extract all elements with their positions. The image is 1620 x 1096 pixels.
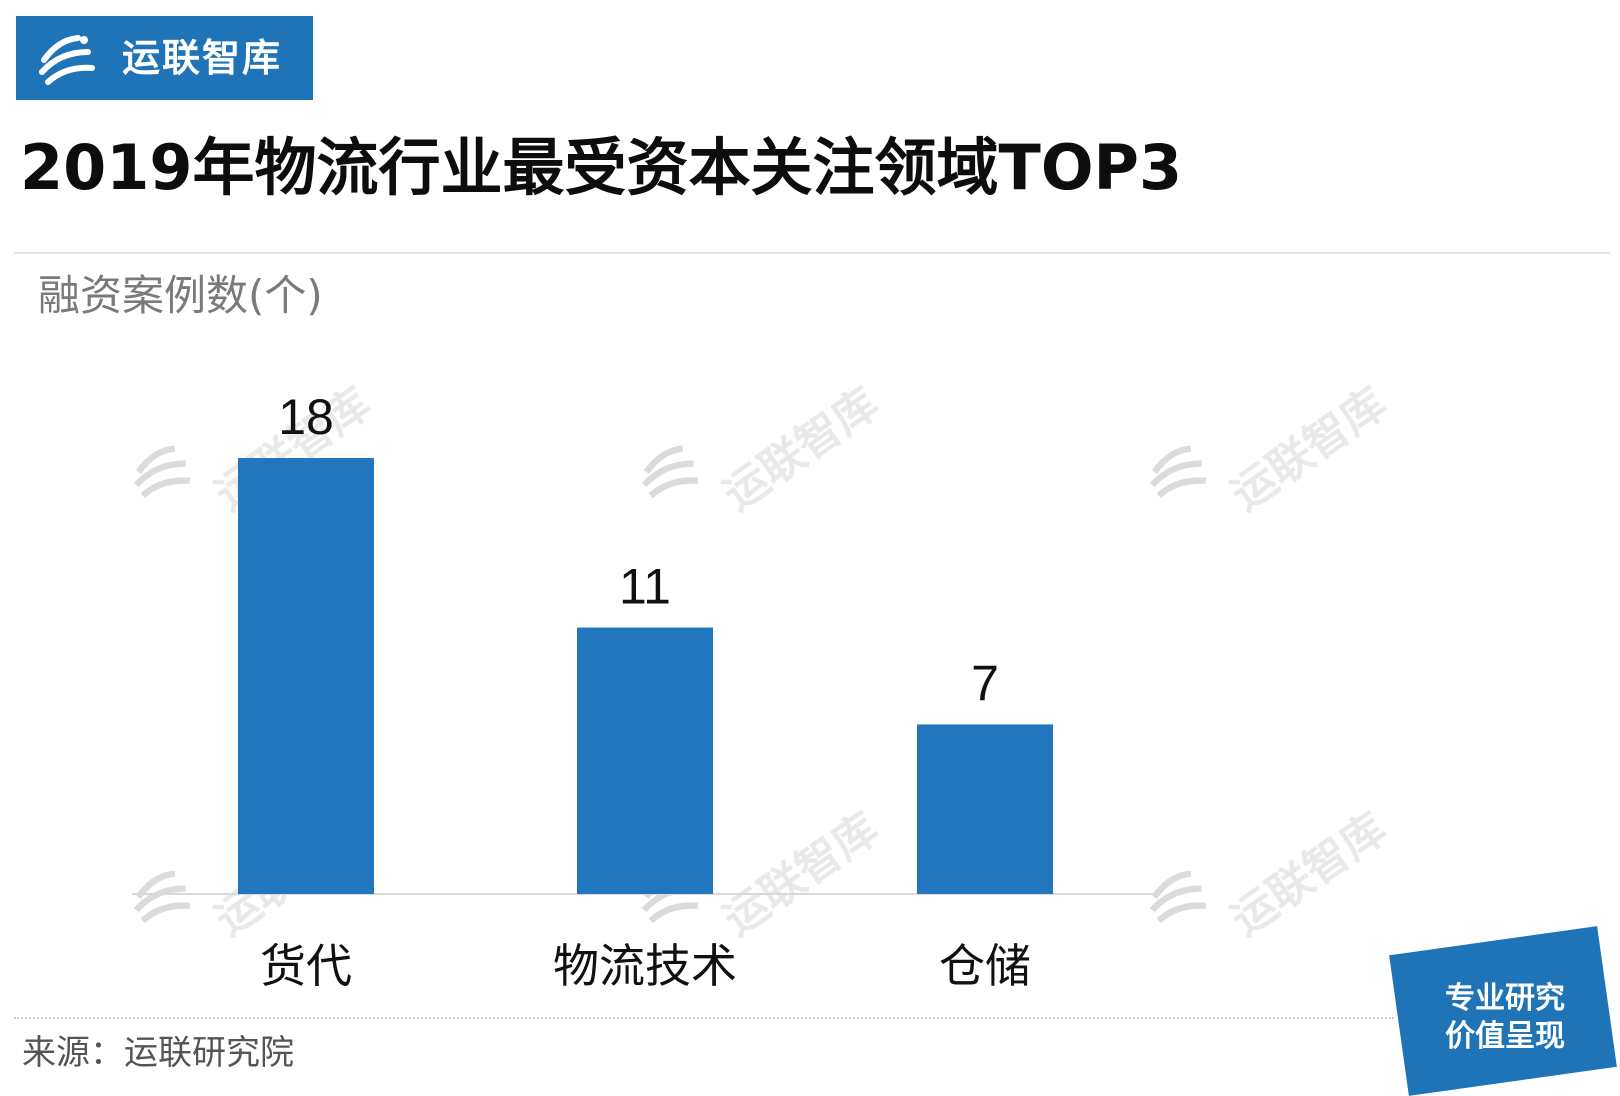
brand-name: 运联智库 <box>122 36 283 80</box>
slogan-line-2: 价值呈现 <box>1445 1019 1565 1054</box>
data-label-1: 18 <box>278 389 334 445</box>
slogan-badge-text: 专业研究 价值呈现 <box>1420 980 1590 1056</box>
bar-chart: 18 货代 11 物流技术 7 仓储 <box>132 389 1155 993</box>
watermark-text: 运联智库 <box>1222 803 1396 946</box>
slogan-line-1: 专业研究 <box>1445 981 1565 1016</box>
yunlian-logo-icon <box>39 35 95 85</box>
brand-logo: 运联智库 <box>16 16 313 100</box>
category-label-1: 货代 <box>260 939 352 993</box>
page-title: 2019年物流行业最受资本关注领域TOP3 <box>20 131 1183 204</box>
bar-2 <box>577 627 713 894</box>
category-label-2: 物流技术 <box>553 939 737 993</box>
footer-divider <box>14 1017 1394 1019</box>
title-divider <box>14 252 1610 254</box>
bar-1 <box>238 458 374 894</box>
watermark-text: 运联智库 <box>1222 378 1396 521</box>
data-label-2: 11 <box>619 559 671 615</box>
data-label-3: 7 <box>971 655 999 711</box>
y-axis-unit-label: 融资案例数(个) <box>38 271 323 320</box>
category-label-3: 仓储 <box>939 939 1031 993</box>
bar-3 <box>917 724 1053 894</box>
source-note: 来源：运联研究院 <box>22 1033 294 1073</box>
